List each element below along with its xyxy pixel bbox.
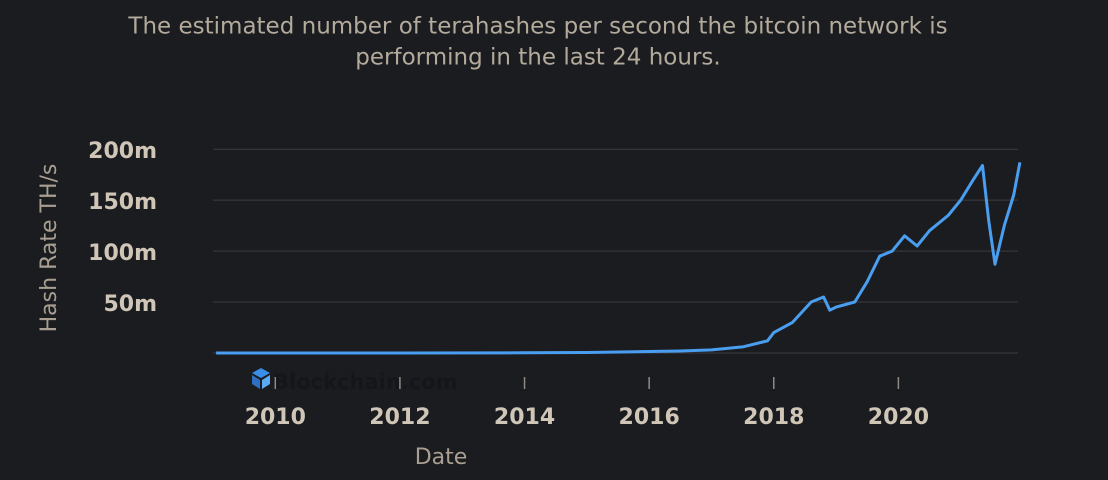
y-tick-label: 50m bbox=[103, 292, 157, 317]
x-tick-label: 2010 bbox=[245, 405, 306, 430]
x-tick-label: 2018 bbox=[743, 405, 804, 430]
x-tick-label: 2012 bbox=[369, 405, 430, 430]
watermark-logo bbox=[252, 368, 270, 389]
y-tick-label: 200m bbox=[88, 139, 157, 164]
y-tick-label: 150m bbox=[88, 190, 157, 215]
data-line bbox=[216, 162, 1022, 355]
x-tick-label: 2014 bbox=[494, 405, 555, 430]
watermark: Blockchain.com bbox=[273, 370, 458, 394]
chart-title: The estimated number of terahashes per s… bbox=[127, 14, 947, 40]
y-tick-label: 100m bbox=[88, 241, 157, 266]
x-tick-label: 2020 bbox=[868, 405, 929, 430]
x-tick-label: 2016 bbox=[619, 405, 680, 430]
x-axis-label: Date bbox=[415, 445, 468, 470]
chart-title: performing in the last 24 hours. bbox=[355, 45, 720, 71]
y-axis-label: Hash Rate TH/s bbox=[37, 164, 62, 333]
